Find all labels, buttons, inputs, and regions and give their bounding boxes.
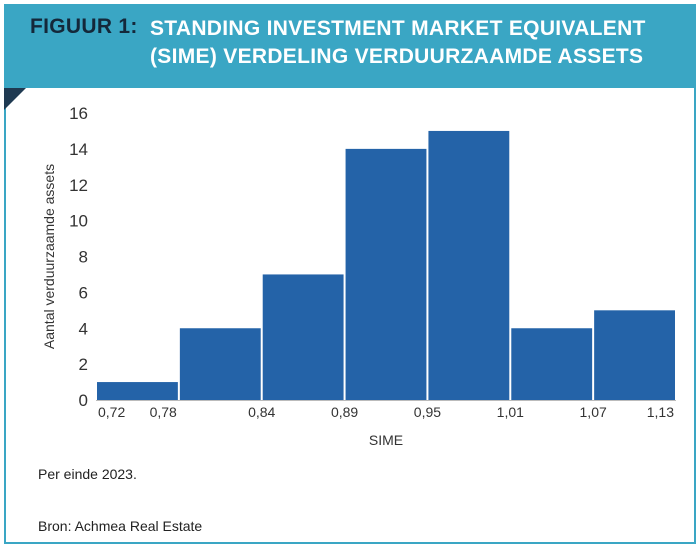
x-tick-label-0: 0,72	[98, 404, 125, 420]
figure-title-line2: (SIME) VERDELING VERDUURZAAMDE ASSETS	[150, 45, 644, 68]
x-tick-label-2: 0,84	[248, 404, 275, 420]
y-tick-label-5: 10	[69, 212, 88, 231]
figure-label: FIGUUR 1:	[30, 15, 138, 38]
y-tick-label-1: 2	[79, 355, 88, 374]
bar-3	[262, 274, 344, 400]
y-tick-label-6: 12	[69, 176, 88, 195]
x-tick-label-1: 0,78	[150, 404, 177, 420]
figure-title-line1: STANDING INVESTMENT MARKET EQUIVALENT	[150, 17, 646, 40]
y-tick-label-0: 0	[79, 391, 88, 410]
y-tick-label-2: 4	[79, 319, 88, 338]
bars-group	[97, 130, 675, 400]
x-tick-label-3: 0,89	[331, 404, 358, 420]
bar-5	[428, 130, 510, 400]
x-tick-labels: 0,72 0,78 0,84 0,89 0,95 1,01 1,07 1,13	[98, 404, 674, 420]
y-tick-labels: 0 2 4 6 8 10 12 14 16	[69, 104, 88, 410]
figure-title: STANDING INVESTMENT MARKET EQUIVALENT (SI…	[150, 15, 680, 71]
y-tick-label-7: 14	[69, 140, 88, 159]
y-tick-label-4: 8	[79, 248, 88, 267]
y-axis-label: Aantal verduurzaamde assets	[41, 164, 57, 349]
source-note: Bron: Achmea Real Estate	[38, 518, 203, 534]
header-fold-corner	[4, 88, 26, 110]
y-tick-label-8: 16	[69, 104, 88, 123]
bar-6	[511, 328, 593, 400]
bar-2	[179, 328, 261, 400]
bar-1	[97, 382, 178, 400]
period-note: Per einde 2023.	[38, 466, 137, 482]
y-tick-label-3: 6	[79, 283, 88, 302]
figure-header	[4, 4, 696, 88]
x-tick-label-7: 1,13	[647, 404, 674, 420]
x-tick-label-6: 1,07	[580, 404, 607, 420]
bar-7	[594, 310, 675, 400]
x-tick-label-4: 0,95	[414, 404, 441, 420]
x-axis-label: SIME	[369, 432, 403, 448]
bar-4	[345, 148, 427, 400]
x-tick-label-5: 1,01	[497, 404, 524, 420]
